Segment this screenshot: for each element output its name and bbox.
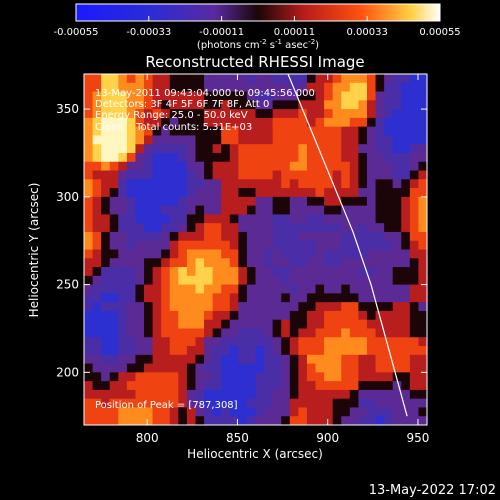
colorbar-tick-label: -0.00033 — [126, 27, 171, 38]
info-line-3: Energy Range: 25.0 - 50.0 keV — [95, 110, 248, 121]
chart-title: Reconstructed RHESSI Image — [145, 53, 364, 71]
y-axis-label: Heliocentric Y (arcsec) — [27, 183, 41, 318]
x-tick-label: 950 — [407, 431, 430, 445]
x-axis-label: Heliocentric X (arcsec) — [187, 447, 323, 461]
y-tick-label: 250 — [56, 278, 79, 292]
axis-ticks: 800 850 900 950 200 250 300 350 — [56, 74, 429, 445]
colorbar-tick-label: 0.00033 — [347, 27, 388, 38]
colorbar-ticks: -0.00055 -0.00033 -0.00011 0.00011 0.00033 0.… — [54, 16, 461, 38]
colorbar-frame — [75, 3, 441, 22]
footer-timestamp: 13-May-2022 17:02 — [369, 483, 496, 498]
y-tick-label: 200 — [56, 365, 79, 379]
y-tick-label: 300 — [56, 190, 79, 204]
y-tick-label: 350 — [56, 102, 79, 116]
colorbar-tick-label: -0.00011 — [199, 27, 244, 38]
info-line-4: Clean Total counts: 5.31E+03 — [95, 122, 252, 133]
heatmap-cells — [84, 74, 427, 425]
x-tick-label: 900 — [316, 431, 339, 445]
colorbar-tick-label: -0.00055 — [54, 27, 99, 38]
colorbar — [76, 4, 440, 21]
info-line-1: 13-May-2011 09:43:04.000 to 09:45:56.000 — [95, 88, 315, 99]
colorbar-tick-label: 0.00011 — [274, 27, 315, 38]
info-block: 13-May-2011 09:43:04.000 to 09:45:56.000… — [95, 88, 315, 133]
colorbar-tick-label: 0.00055 — [419, 27, 460, 38]
info-line-2: Detectors: 3F 4F 5F 6F 7F 8F, Att 0 — [95, 99, 269, 110]
x-tick-label: 800 — [136, 431, 159, 445]
plot-frame — [83, 73, 428, 426]
x-tick-label: 850 — [226, 431, 249, 445]
peak-label: Position of Peak = [787,308] — [95, 400, 238, 411]
colorbar-label: (photons cm-2 s-1 asec-2) — [197, 38, 319, 51]
solar-limb-line — [287, 74, 408, 417]
